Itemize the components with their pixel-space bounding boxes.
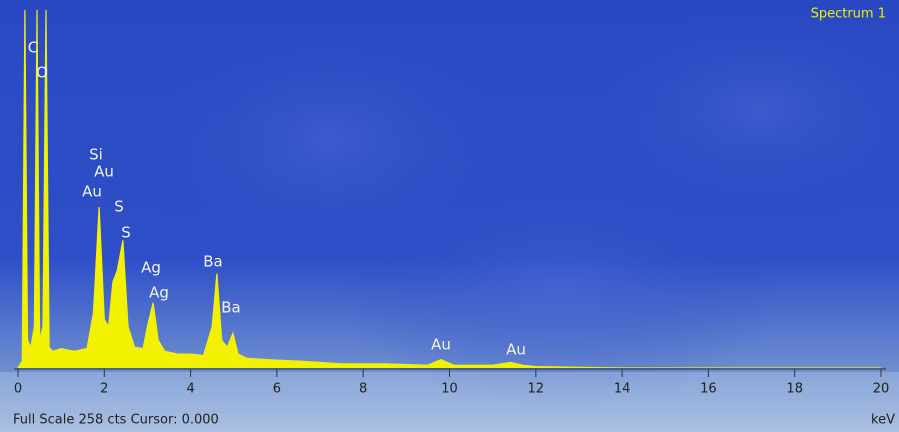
x-tick-label: 8: [359, 382, 367, 397]
x-tick-label: 4: [186, 382, 194, 397]
spectrum-title: Spectrum 1: [811, 7, 886, 22]
x-tick-label: 2: [100, 382, 108, 397]
peak-label: Ag: [141, 259, 161, 277]
x-tick-label: 6: [273, 382, 281, 397]
x-tick-label: 18: [786, 382, 803, 397]
x-tick-label: 16: [700, 382, 717, 397]
x-tick-label: 12: [528, 382, 545, 397]
footer: Full Scale 258 cts Cursor: 0.000: [13, 413, 219, 428]
x-tick-label: 0: [14, 382, 22, 397]
peak-label: C: [28, 39, 38, 57]
x-tick-label: 20: [873, 382, 890, 397]
peak-label: S: [114, 198, 124, 216]
peak-label: Ba: [221, 299, 240, 317]
chart: Spectrum 1 Full Scale 258 cts Cursor: 0.…: [0, 0, 899, 432]
peak-label: Au: [94, 163, 114, 181]
peak-label: Si: [89, 146, 103, 164]
peak-label: O: [36, 64, 48, 82]
peak-label: Au: [82, 183, 102, 201]
x-axis-label: keV: [871, 413, 895, 428]
x-tick-label: 10: [441, 382, 458, 397]
peak-label: Ba: [203, 253, 222, 271]
peak-label: Ag: [149, 284, 169, 302]
x-tick-label: 14: [614, 382, 631, 397]
peak-label: Au: [431, 336, 451, 354]
peak-label: S: [121, 224, 131, 242]
peak-label: Au: [506, 341, 526, 359]
screenshot: Spectrum 1 Full Scale 258 cts Cursor: 0.…: [0, 0, 899, 432]
